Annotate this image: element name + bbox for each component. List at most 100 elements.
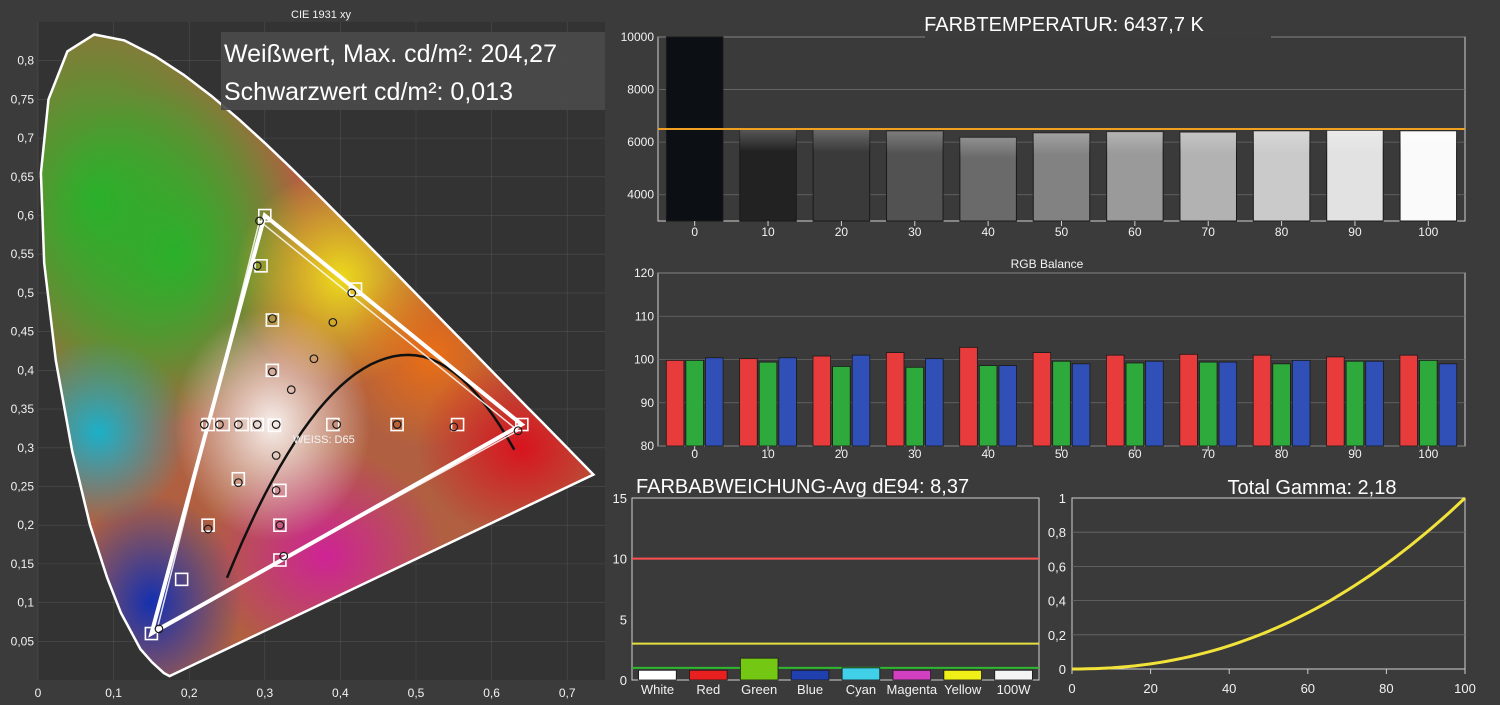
- rgb-x-tick-label: 40: [981, 447, 995, 461]
- cie-locus-outline: [39, 33, 596, 678]
- rgb-green-bar: [905, 366, 924, 447]
- temp-x-tick-label: 30: [908, 225, 922, 239]
- rgb-red-bar: [665, 359, 685, 447]
- rgb-x-tick-label: 80: [1275, 447, 1289, 461]
- cie-target-square: [450, 417, 465, 432]
- cie-x-tick-label: 0,3: [256, 686, 273, 700]
- cie-target-square: [231, 471, 246, 486]
- temp-x-tick-label: 50: [1055, 225, 1069, 239]
- de-y-ticks: 0 5 10 15: [613, 491, 627, 688]
- cie-measured-point: [286, 385, 296, 395]
- de-y-tick-label: 10: [613, 552, 627, 567]
- cie-measured-point: [332, 420, 342, 429]
- de-y-tick-label: 5: [620, 612, 627, 627]
- rgb-red-bar: [959, 346, 978, 447]
- temp-title-box: [925, 8, 1271, 38]
- gamma-curve: [1072, 496, 1467, 671]
- cie-target-square: [144, 626, 159, 641]
- gamma-x-tick-label: 40: [1222, 681, 1236, 696]
- rgb-red-bar: [1179, 353, 1198, 447]
- rgb-blue-bar: [851, 354, 871, 447]
- cie-title-bar: [38, 5, 605, 22]
- cie-target-square: [257, 208, 272, 223]
- cie-measured-point: [347, 288, 357, 298]
- rgb-balance-panel: 0 10 20 30 40 50 60 70 80 90 100 80 90 100 110 120 RGB…: [634, 257, 1466, 461]
- gamma-y-tick-label: 0,2: [1048, 628, 1066, 643]
- cie-target-square: [201, 417, 215, 432]
- rgb-green-bar: [1052, 360, 1071, 447]
- rgb-blue-bar: [1145, 360, 1164, 447]
- cie-panel: WEISS: D65 0 0,1 0,2 0,3 0,4 0,5 0,6 0,7 0,050,…: [0, 0, 605, 705]
- rgb-green-bar: [1272, 363, 1291, 447]
- temp-bar-shade: [1106, 131, 1164, 221]
- rgb-red-bar: [739, 358, 758, 447]
- black-value-label: Schwarzwert cd/m²: 0,013: [224, 78, 513, 106]
- gamma-y-tick-label: 1: [1059, 491, 1066, 506]
- temp-bar-shade: [1253, 130, 1310, 221]
- rgb-y-tick-label: 90: [641, 396, 655, 410]
- de-x-tick-label: Red: [696, 682, 720, 697]
- cie-y-tick-label: 0,1: [17, 596, 34, 610]
- temp-x-tick-label: 40: [981, 225, 995, 239]
- cie-y-tick-label: 0,05: [11, 634, 35, 648]
- cie-x-ticks: 0 0,1 0,2 0,3 0,4 0,5 0,6 0,7: [35, 686, 576, 700]
- cie-measured-point: [271, 451, 281, 460]
- temp-bar-shade: [1326, 130, 1384, 221]
- cie-y-tick-label: 0,45: [11, 325, 35, 339]
- cie-y-tick-label: 0,5: [17, 286, 34, 300]
- temp-x-tick-label: 0: [691, 225, 698, 239]
- rgb-x-tick-label: 60: [1128, 447, 1142, 461]
- cie-target-square: [265, 313, 280, 327]
- temp-x-tick-label: 90: [1348, 225, 1362, 239]
- cie-y-tick-label: 0,15: [11, 557, 35, 571]
- measurement-info-box: [221, 32, 605, 110]
- rgb-blue-bar: [1218, 361, 1238, 447]
- rgb-green-bar: [1199, 361, 1218, 447]
- rgb-green-bar: [685, 359, 704, 447]
- cie-y-tick-label: 0,7: [17, 131, 34, 145]
- cie-measured-point: [449, 422, 459, 432]
- rgb-blue-bar: [1365, 360, 1384, 447]
- de-x-tick-label: Cyan: [846, 682, 876, 697]
- rgb-x-tick-label: 50: [1055, 447, 1069, 461]
- temp-y-tick-label: 6000: [627, 135, 654, 149]
- cie-measured-point: [154, 624, 164, 634]
- cie-measured-point: [279, 551, 289, 561]
- cie-target-square: [273, 518, 287, 532]
- rgb-y-tick-label: 110: [635, 309, 654, 323]
- gamma-x-tick-label: 80: [1379, 681, 1393, 696]
- cie-target-square: [265, 363, 280, 378]
- rgb-red-bar: [1326, 356, 1345, 447]
- planckian-locus-curve: [225, 353, 516, 579]
- rgb-x-tick-label: 90: [1348, 447, 1362, 461]
- temp-y-tick-label: 8000: [627, 83, 654, 97]
- de-plot-area: [631, 497, 1040, 681]
- gamma-panel: 0 20 40 60 80 100 0 0,2 0,4 0,6 0,8 1 Total Gamma:…: [1048, 477, 1476, 696]
- de-x-tick-label: Blue: [797, 682, 823, 697]
- cie-measured-point: [252, 261, 262, 271]
- de-bar: [790, 669, 830, 681]
- cie-x-tick-label: 0,7: [559, 686, 576, 700]
- gamma-y-tick-label: 0,6: [1048, 559, 1066, 574]
- cie-measured-point: [392, 420, 402, 429]
- gamma-y-tick-label: 0,8: [1048, 525, 1066, 540]
- temp-bar-shade: [1400, 130, 1457, 221]
- gamma-x-tick-label: 20: [1143, 681, 1157, 696]
- temp-x-tick-label: 10: [761, 225, 775, 239]
- cie-y-tick-label: 0,3: [17, 441, 34, 455]
- gamma-plot-area: [1071, 497, 1466, 670]
- temp-bar-shade: [886, 131, 944, 221]
- gamma-x-tick-label: 100: [1454, 681, 1476, 696]
- rgb-x-ticks: 0 10 20 30 40 50 60 70 80 90 100: [691, 446, 1439, 461]
- rgb-blue-bar: [925, 358, 944, 447]
- temp-bar-shade: [1179, 132, 1237, 221]
- rgb-x-tick-label: 10: [761, 447, 775, 461]
- rgb-blue-bar: [998, 365, 1017, 447]
- cie-y-ticks: 0,05 0,1 0,15 0,2 0,25 0,3 0,35 0,4 0,45 0,5 0,55 0…: [11, 54, 35, 649]
- cie-measured-point: [252, 420, 262, 429]
- temp-x-tick-label: 80: [1275, 225, 1289, 239]
- rgb-red-bar: [885, 352, 905, 447]
- rgb-x-tick-label: 30: [908, 447, 922, 461]
- temp-bar-shade: [1033, 132, 1090, 221]
- rgb-red-bar: [1106, 354, 1125, 447]
